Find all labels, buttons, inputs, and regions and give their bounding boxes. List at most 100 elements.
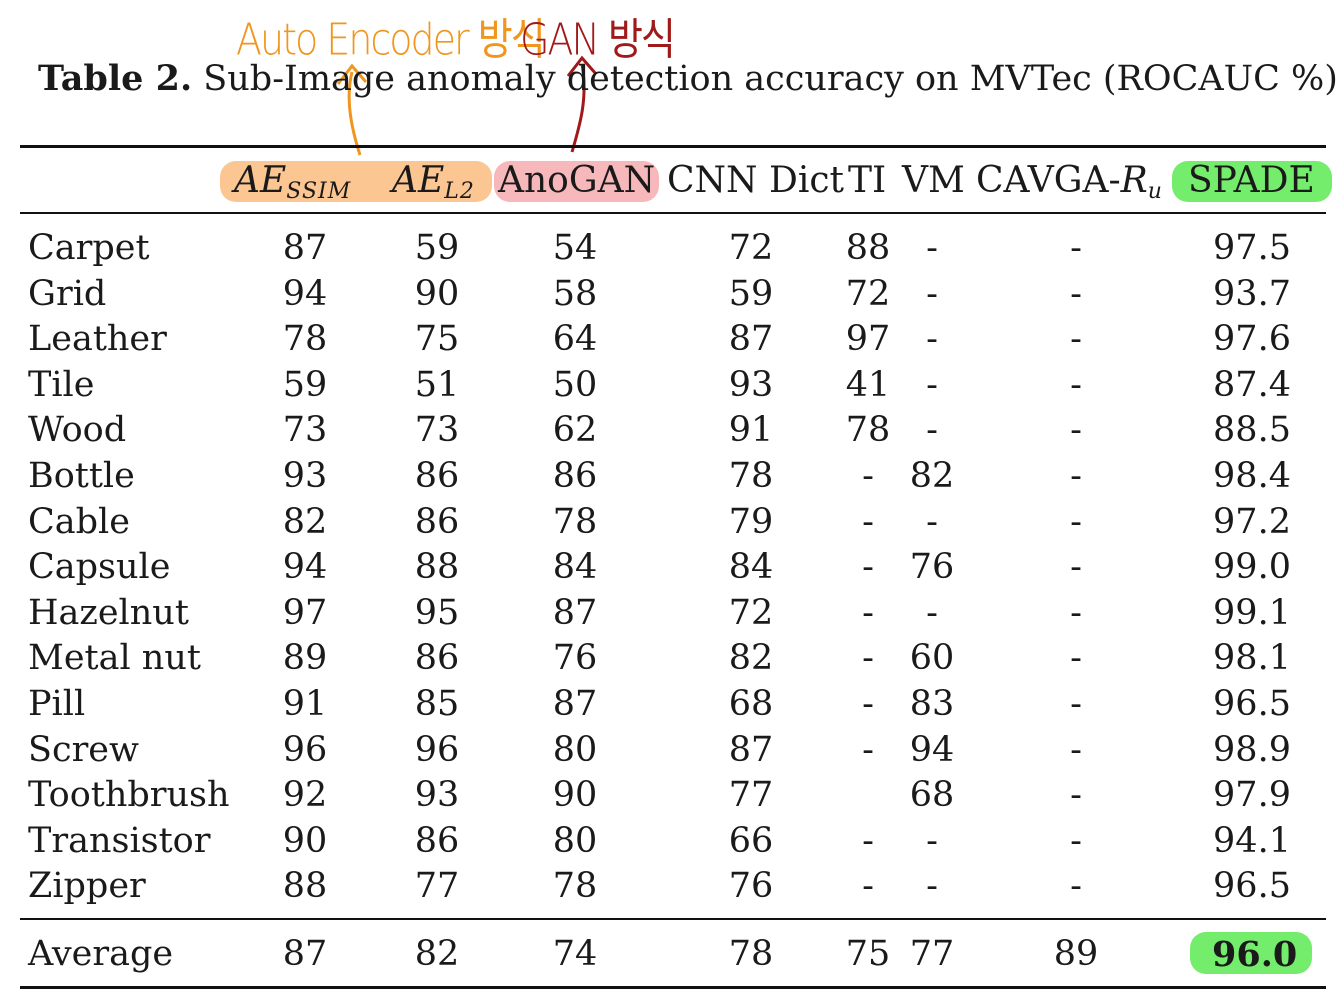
table-cell: 82 [909, 456, 955, 496]
table-cell: - [1070, 547, 1082, 587]
row-label: Metal nut [28, 638, 201, 678]
table-cell: 54 [552, 228, 598, 268]
table-cell: 51 [414, 365, 460, 405]
table-cell: 93 [728, 365, 774, 405]
table-cell: - [926, 866, 938, 906]
table-average-rule [20, 918, 1326, 920]
average-cell: 82 [414, 934, 460, 974]
average-cell: 78 [728, 934, 774, 974]
table-cell: - [1070, 821, 1082, 861]
row-label: Hazelnut [28, 593, 189, 633]
header-spade: SPADE [1188, 160, 1315, 201]
table-cell: 59 [282, 365, 328, 405]
row-label: Wood [28, 410, 127, 450]
table-cell: 82 [728, 638, 774, 678]
table-cell: 79 [728, 502, 774, 542]
table-cell: 66 [728, 821, 774, 861]
table-cell: 88 [282, 866, 328, 906]
table-cell: - [1070, 775, 1082, 815]
row-label: Toothbrush [28, 775, 230, 815]
table-cell: 86 [552, 456, 598, 496]
table-cell: - [1070, 593, 1082, 633]
table-cell: - [862, 730, 874, 770]
table-cell: - [862, 593, 874, 633]
table-cell: 91 [728, 410, 774, 450]
table-cell: - [862, 456, 874, 496]
table-cell: 86 [414, 502, 460, 542]
table-cell: 88 [845, 228, 891, 268]
table-cell: 87 [728, 730, 774, 770]
table-cell: 95 [414, 593, 460, 633]
gan-arrow-head [566, 55, 598, 77]
table-cell: 98.1 [1213, 638, 1291, 678]
spade-highlight [1172, 161, 1332, 202]
autoencoder-arrow-head [336, 63, 368, 85]
average-cell: 74 [552, 934, 598, 974]
table-cell: 77 [728, 775, 774, 815]
table-cell: - [1070, 730, 1082, 770]
table-cell: 97 [845, 319, 891, 359]
table-cell: 93 [282, 456, 328, 496]
row-label: Screw [28, 730, 139, 770]
table-cell: 85 [414, 684, 460, 724]
gan-highlight [494, 161, 659, 202]
row-label: Zipper [28, 866, 146, 906]
table-cell: 99.0 [1213, 547, 1291, 587]
table-cell: - [1070, 638, 1082, 678]
table-cell: 41 [845, 365, 891, 405]
annotation-autoencoder: Auto Encoder 방식 [236, 14, 546, 65]
average-cell: 75 [845, 934, 891, 974]
average-row-label: Average [28, 934, 174, 974]
table-cell: 80 [552, 821, 598, 861]
table-cell: 87 [552, 593, 598, 633]
header-cnn-dict: CNN Dict [667, 160, 844, 201]
table-cell: - [1070, 684, 1082, 724]
table-cell: 76 [909, 547, 955, 587]
table-cell: 72 [728, 228, 774, 268]
table-cell: 80 [552, 730, 598, 770]
table-cell: 84 [552, 547, 598, 587]
table-cell: - [1070, 319, 1082, 359]
table-cell: 68 [909, 775, 955, 815]
table-cell: 97.2 [1213, 502, 1291, 542]
table-cell: - [862, 866, 874, 906]
table-cell: 97.5 [1213, 228, 1291, 268]
row-label: Pill [28, 684, 86, 724]
table-cell: 72 [728, 593, 774, 633]
annotation-gan: GAN 방식 [520, 14, 676, 65]
table-cell: 98.4 [1213, 456, 1291, 496]
table-cell: 96 [282, 730, 328, 770]
table-cell: 94 [909, 730, 955, 770]
table-cell: 89 [282, 638, 328, 678]
table-cell: 99.1 [1213, 593, 1291, 633]
average-cell: 87 [282, 934, 328, 974]
caption-label: Table 2. [38, 58, 193, 99]
table-cell: - [1070, 456, 1082, 496]
table-header-rule [20, 212, 1326, 214]
gan-arrow [570, 63, 586, 153]
row-label: Cable [28, 502, 130, 542]
table-cell: - [926, 821, 938, 861]
average-cell: 89 [1053, 934, 1099, 974]
table-cell: 87 [282, 228, 328, 268]
header-vm: VM [902, 160, 965, 201]
table-cell: 73 [414, 410, 460, 450]
table-cell: 94 [282, 274, 328, 314]
autoencoder-highlight [220, 161, 492, 202]
table-cell: 86 [414, 456, 460, 496]
table-cell: - [862, 821, 874, 861]
table-cell: 84 [728, 547, 774, 587]
table-cell: 78 [552, 502, 598, 542]
table-cell: 68 [728, 684, 774, 724]
table-cell: - [926, 365, 938, 405]
table-cell: 93.7 [1213, 274, 1291, 314]
table-cell: 92 [282, 775, 328, 815]
table-cell: - [862, 638, 874, 678]
table-cell: 78 [552, 866, 598, 906]
table-cell: 50 [552, 365, 598, 405]
table-cell: 86 [414, 638, 460, 678]
table-top-rule [20, 145, 1326, 148]
table-cell: 96 [414, 730, 460, 770]
header-ae-l2: AEL2 [392, 160, 475, 204]
table-cell: 90 [414, 274, 460, 314]
